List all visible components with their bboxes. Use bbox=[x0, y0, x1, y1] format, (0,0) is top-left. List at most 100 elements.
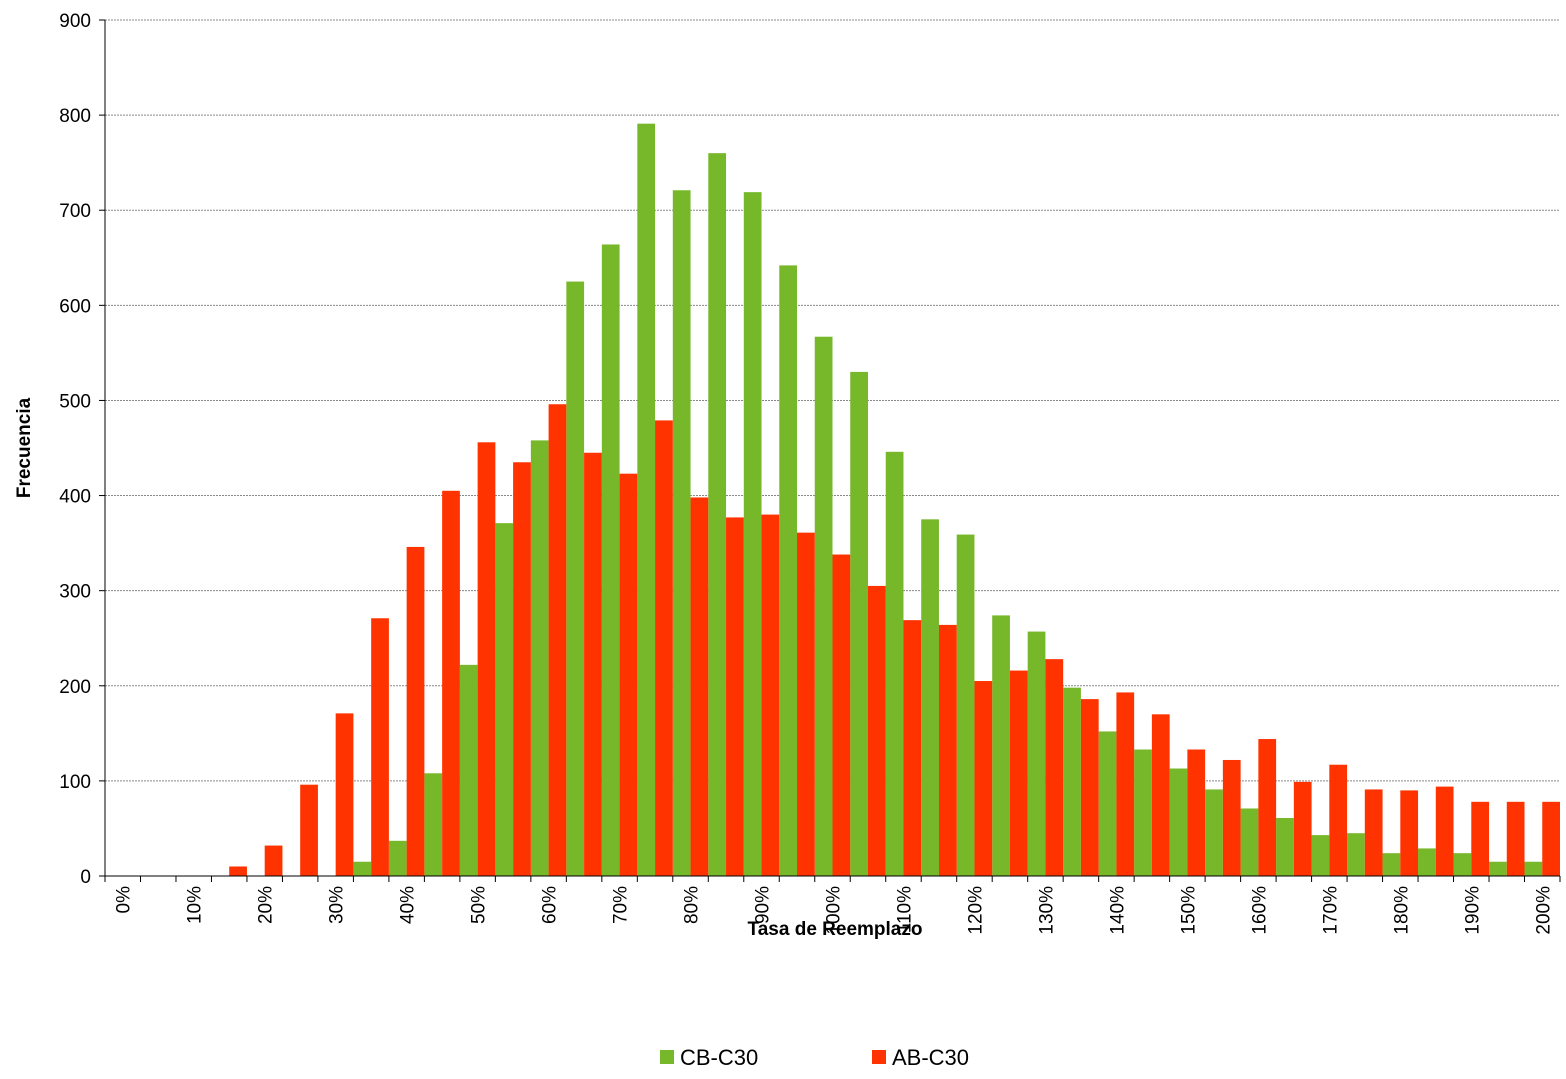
legend-label: CB-C30 bbox=[680, 1045, 758, 1070]
bar bbox=[1205, 789, 1223, 876]
bar bbox=[1382, 853, 1401, 876]
bar bbox=[921, 519, 939, 876]
bar bbox=[1098, 731, 1117, 876]
bar bbox=[1151, 714, 1170, 876]
bar bbox=[1364, 789, 1383, 876]
bar bbox=[353, 861, 372, 876]
y-tick-label: 300 bbox=[59, 582, 91, 603]
bar bbox=[708, 153, 727, 877]
y-axis-title: Frecuencia bbox=[14, 397, 35, 498]
bar bbox=[1400, 790, 1419, 876]
x-tick-label: 50% bbox=[469, 886, 490, 924]
bar bbox=[1063, 687, 1081, 876]
y-tick-label: 500 bbox=[59, 391, 91, 412]
bar bbox=[992, 615, 1010, 876]
bar bbox=[743, 192, 762, 876]
bar bbox=[672, 190, 691, 876]
bar bbox=[335, 713, 354, 876]
x-tick-label: 150% bbox=[1178, 886, 1199, 935]
x-tick-label: 180% bbox=[1391, 886, 1412, 935]
bar bbox=[1311, 835, 1330, 876]
y-tick-label: 800 bbox=[59, 106, 91, 127]
y-tick-label: 900 bbox=[59, 11, 91, 32]
bar bbox=[850, 371, 868, 876]
bar bbox=[619, 473, 638, 876]
bar bbox=[1329, 764, 1348, 876]
x-tick-label: 110% bbox=[894, 886, 915, 933]
bar bbox=[601, 244, 620, 876]
bar bbox=[1293, 781, 1312, 876]
bar bbox=[974, 681, 993, 876]
bar bbox=[832, 554, 851, 876]
bar bbox=[566, 281, 585, 876]
bar bbox=[1134, 749, 1152, 876]
bar bbox=[1542, 801, 1560, 876]
bar bbox=[1506, 801, 1525, 876]
x-tick-label: 120% bbox=[965, 886, 986, 935]
bar bbox=[1222, 759, 1241, 876]
bar bbox=[1276, 817, 1294, 876]
bar bbox=[1489, 861, 1507, 876]
bar bbox=[1116, 692, 1135, 876]
x-tick-label: 170% bbox=[1320, 886, 1341, 935]
y-tick-label: 0 bbox=[80, 867, 91, 888]
x-tick-label: 20% bbox=[256, 886, 277, 924]
bar bbox=[1080, 699, 1099, 876]
x-tick-label: 200% bbox=[1533, 886, 1554, 935]
bar bbox=[548, 404, 567, 876]
y-tick-label: 700 bbox=[59, 201, 91, 222]
bar bbox=[867, 585, 886, 876]
bar bbox=[956, 534, 975, 876]
bar bbox=[1169, 768, 1188, 876]
x-tick-label: 190% bbox=[1462, 886, 1483, 935]
bar bbox=[1187, 749, 1206, 876]
bar bbox=[1027, 631, 1046, 876]
bar bbox=[1258, 739, 1277, 876]
bar bbox=[637, 123, 656, 876]
bar bbox=[264, 845, 283, 876]
bar bbox=[655, 420, 673, 876]
x-axis-title: Tasa de Reemplazo bbox=[748, 919, 923, 940]
bar bbox=[761, 514, 780, 876]
bar bbox=[406, 546, 425, 876]
x-tick-label: 160% bbox=[1249, 886, 1270, 935]
bar bbox=[229, 866, 247, 876]
x-tick-label: 90% bbox=[753, 886, 774, 924]
bar bbox=[1524, 861, 1543, 876]
x-tick-label: 80% bbox=[682, 886, 703, 924]
bar bbox=[1240, 808, 1259, 876]
x-tick-label: 0% bbox=[114, 886, 135, 914]
y-tick-label: 600 bbox=[59, 296, 91, 317]
bar bbox=[1471, 801, 1490, 876]
x-tick-label: 60% bbox=[540, 886, 561, 924]
bar bbox=[903, 620, 922, 876]
bar bbox=[1435, 786, 1454, 876]
x-tick-label: 140% bbox=[1107, 886, 1128, 935]
bar bbox=[885, 451, 904, 876]
bar bbox=[477, 442, 496, 876]
bar bbox=[584, 452, 602, 876]
bar bbox=[513, 462, 531, 876]
x-tick-label: 40% bbox=[398, 886, 419, 924]
bar bbox=[690, 497, 709, 876]
bar bbox=[814, 336, 833, 877]
bar bbox=[1418, 848, 1436, 876]
bar bbox=[797, 532, 815, 876]
x-tick-label: 30% bbox=[327, 886, 348, 924]
bar bbox=[495, 523, 514, 876]
x-tick-label: 100% bbox=[824, 886, 845, 935]
bar bbox=[1045, 659, 1064, 876]
legend-swatch bbox=[660, 1050, 674, 1064]
y-tick-label: 100 bbox=[59, 772, 91, 793]
bar bbox=[442, 490, 460, 876]
legend-label: AB-C30 bbox=[892, 1045, 969, 1070]
legend-swatch bbox=[872, 1050, 886, 1064]
bar bbox=[1347, 833, 1365, 876]
bar bbox=[300, 784, 318, 876]
bar bbox=[779, 265, 798, 876]
x-tick-label: 10% bbox=[185, 886, 206, 924]
x-tick-label: 70% bbox=[611, 886, 632, 924]
bar bbox=[530, 440, 549, 876]
bar bbox=[371, 618, 389, 876]
bar bbox=[726, 517, 744, 876]
